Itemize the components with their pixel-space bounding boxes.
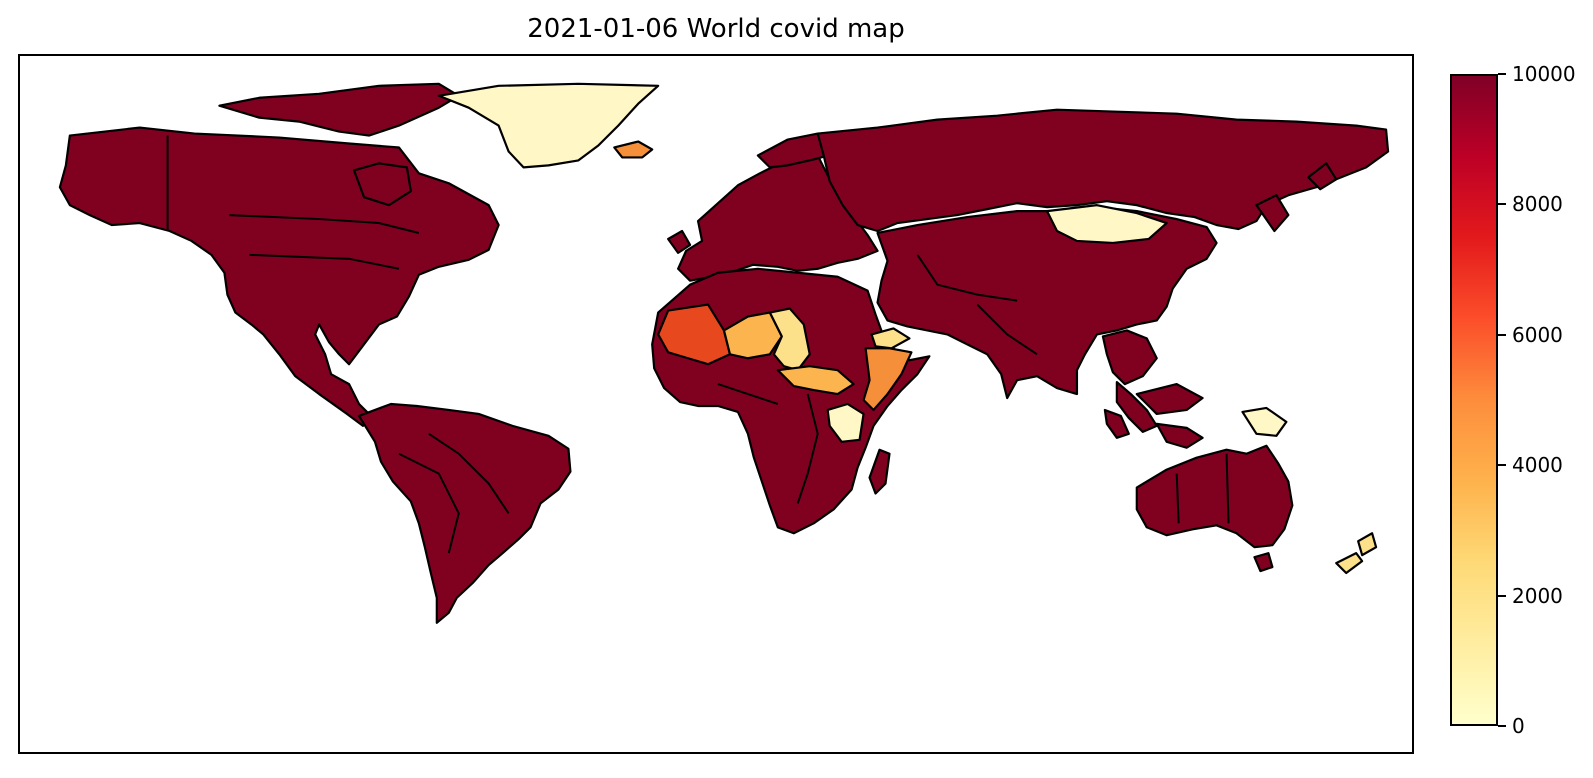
map-area (18, 54, 1414, 754)
colorbar-tick-label: 4000 (1512, 453, 1563, 478)
country-north-america (352, 162, 412, 207)
country-border (428, 433, 510, 514)
colorbar-tick-label: 10000 (1512, 62, 1576, 86)
colorbar-tick (1498, 203, 1506, 206)
country-papua-new-guinea (1241, 406, 1288, 437)
colorbar-tick-label: 8000 (1512, 192, 1563, 217)
colorbar (1450, 74, 1498, 726)
country-tanzania (826, 402, 865, 443)
country-iceland (613, 140, 654, 159)
country-niger (722, 311, 783, 360)
country-africa (868, 448, 891, 495)
country-north-america (218, 82, 460, 137)
colorbar-tick (1498, 725, 1506, 727)
country-asia (1115, 381, 1158, 433)
country-border (916, 254, 1018, 302)
country-asia (876, 206, 1218, 400)
country-europe (667, 229, 692, 254)
country-border (717, 383, 779, 405)
country-yemen (870, 327, 911, 350)
colorbar-tick (1498, 464, 1506, 467)
country-mali (657, 303, 732, 366)
country-sudan-south (776, 365, 855, 396)
country-south-america (357, 402, 572, 624)
country-asia (1135, 383, 1204, 416)
country-somalia (862, 347, 913, 412)
country-asia (1307, 162, 1338, 191)
colorbar-tick (1498, 73, 1506, 75)
country-border (796, 393, 819, 504)
country-border (249, 253, 400, 270)
colorbar-tick (1498, 594, 1506, 597)
country-greenland (437, 82, 660, 169)
colorbar-tick (1498, 333, 1506, 336)
country-asia (1103, 408, 1130, 439)
colorbar-tick-label: 2000 (1512, 583, 1563, 608)
country-border (229, 214, 420, 234)
country-mongolia (1045, 204, 1168, 245)
colorbar-tick-label: 6000 (1512, 322, 1563, 347)
country-border (976, 303, 1038, 356)
country-border (398, 452, 460, 554)
country-asia (1101, 329, 1158, 386)
map-title: 2021-01-06 World covid map (527, 14, 905, 44)
country-australia (1135, 444, 1294, 549)
country-north-america (58, 126, 500, 427)
country-border (1225, 453, 1230, 524)
world-map (58, 82, 1390, 624)
country-new-zealand (1335, 552, 1364, 575)
country-australia (1253, 552, 1274, 573)
country-asia (1255, 194, 1290, 233)
colorbar-tick-label: 0 (1512, 714, 1525, 738)
country-new-zealand (1357, 532, 1378, 557)
country-border (1175, 473, 1180, 524)
country-russia (816, 108, 1390, 233)
country-asia (1155, 422, 1204, 449)
